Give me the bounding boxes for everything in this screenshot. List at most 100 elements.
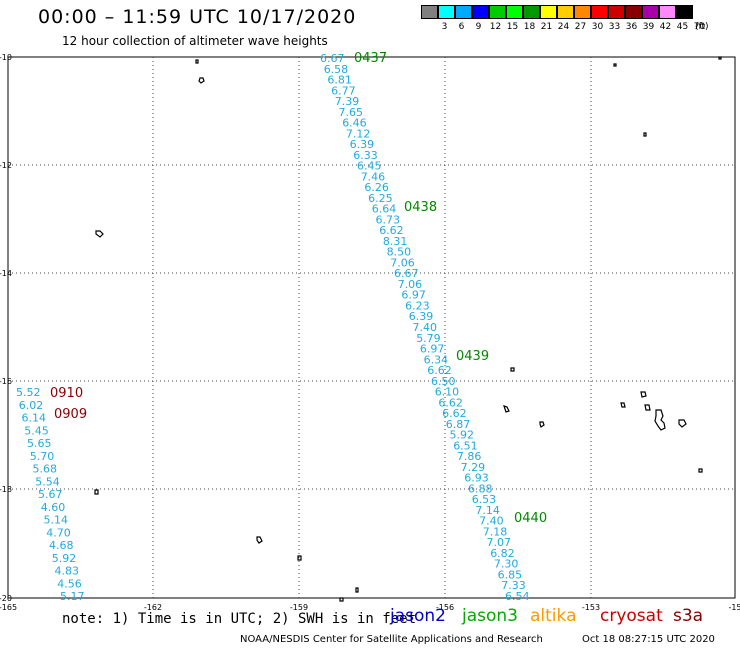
generated-timestamp: Oct 18 08:27:15 UTC 2020: [582, 634, 715, 645]
pass-time-label: 0440: [514, 511, 547, 526]
scale-swatch: [642, 5, 659, 19]
scale-swatch: [625, 5, 642, 19]
swh-value: 6.25: [368, 192, 393, 205]
swh-value: 6.93: [464, 472, 489, 485]
scale-swatch: [557, 5, 574, 19]
scale-swatch: [421, 5, 438, 19]
scale-swatch: [472, 5, 489, 19]
swh-value: 6.26: [364, 181, 389, 194]
scale-swatch: [591, 5, 608, 19]
swh-value: 4.68: [49, 539, 74, 552]
swh-value: 7.39: [335, 95, 360, 108]
swh-value: 6.53: [472, 493, 497, 506]
legend-cryosat: cryosat: [600, 606, 663, 626]
swh-value: 5.67: [38, 488, 63, 501]
swh-value: 6.62: [379, 224, 404, 237]
swh-value: 7.14: [475, 504, 500, 517]
latitude-label: -14: [0, 269, 12, 278]
legend-jason3: jason3: [462, 606, 518, 626]
swh-value: 6.33: [353, 149, 378, 162]
scale-swatch: [523, 5, 540, 19]
scale-unit-label: (ft): [695, 22, 709, 32]
island-outline: [94, 56, 722, 602]
credit-line: NOAA/NESDIS Center for Satellite Applica…: [240, 634, 543, 645]
swh-value: 6.51: [453, 439, 478, 452]
swh-value: 7.33: [501, 579, 526, 592]
swh-value: 6.50: [431, 375, 456, 388]
swh-value: 5.17: [60, 590, 85, 603]
latitude-label: -20: [0, 594, 12, 603]
altimeter-tracks: 6.676.586.816.777.397.656.467.126.396.33…: [16, 51, 547, 603]
legend-s3a: s3a: [673, 606, 704, 626]
swh-value: 7.40: [479, 515, 504, 528]
swh-value: 6.97: [401, 289, 426, 302]
legend-jason2: jason2: [390, 606, 446, 626]
swh-value: 4.60: [41, 501, 66, 514]
swh-value: 6.02: [19, 399, 44, 412]
scale-tick-label: 27: [574, 22, 587, 32]
swh-value: 7.30: [494, 558, 519, 571]
chart-title: 00:00 – 11:59 UTC 10/17/2020: [38, 6, 357, 28]
swh-value: 4.83: [55, 565, 80, 578]
swh-value: 6.82: [490, 547, 515, 560]
swh-value: 5.79: [416, 332, 441, 345]
longitude-label: -15: [728, 603, 740, 612]
scale-tick-label: 36: [625, 22, 638, 32]
latitude-label: -12: [0, 161, 12, 170]
swh-value: 5.14: [44, 514, 69, 527]
pass-time-label: 0437: [354, 51, 387, 66]
latitude-label: -18: [0, 485, 12, 494]
scale-tick-label: 9: [475, 22, 482, 32]
swh-value: 4.70: [46, 526, 71, 539]
swh-value: 7.06: [390, 256, 415, 269]
swh-value: 5.65: [27, 437, 52, 450]
swh-value: 6.97: [420, 343, 445, 356]
scale-swatch: [608, 5, 625, 19]
swh-value: 6.10: [435, 386, 460, 399]
scale-tick-label: 39: [642, 22, 655, 32]
islands: [94, 56, 722, 602]
scale-tick-label: 24: [557, 22, 570, 32]
scale-swatch: [574, 5, 591, 19]
swh-value: 6.87: [446, 418, 471, 431]
swh-value: 6.54: [505, 590, 530, 603]
swh-value: 7.65: [339, 106, 364, 119]
swh-value: 5.92: [52, 552, 77, 565]
swh-value: 5.45: [24, 424, 49, 437]
swh-value: 6.58: [324, 63, 349, 76]
scale-swatch: [489, 5, 506, 19]
scale-swatch: [506, 5, 523, 19]
scale-tick-label: 70: [693, 22, 706, 32]
swh-value: 7.07: [487, 536, 512, 549]
swh-value: 6.39: [409, 310, 434, 323]
swh-value: 7.46: [361, 170, 386, 183]
swh-value: 6.34: [424, 353, 449, 366]
scale-tick-label: 21: [540, 22, 553, 32]
longitude-label: -156: [436, 603, 454, 612]
pass-time-label: 0909: [54, 407, 87, 422]
swh-value: 8.31: [383, 235, 408, 248]
longitude-label: -162: [144, 603, 162, 612]
swh-value: 7.06: [398, 278, 423, 291]
swh-value: 7.18: [483, 525, 508, 538]
swh-value: 6.67: [320, 52, 345, 65]
swh-value: 6.46: [342, 117, 367, 130]
scale-swatch: [455, 5, 472, 19]
footnote: note: 1) Time is in UTC; 2) SWH is in fe…: [62, 611, 417, 627]
swh-value: 6.67: [394, 267, 419, 280]
swh-value: 4.56: [57, 577, 82, 590]
swh-value: 5.52: [16, 386, 41, 399]
legend-altika: altika: [530, 606, 577, 626]
scale-tick-label: 33: [608, 22, 621, 32]
swh-value: 6.62: [438, 396, 463, 409]
swh-value: 6.23: [405, 299, 430, 312]
swh-value: 5.68: [33, 463, 58, 476]
swh-value: 6.85: [498, 568, 522, 581]
swh-value: 6.64: [372, 203, 397, 216]
longitude-label: -165: [0, 603, 17, 612]
swh-value: 6.77: [331, 84, 356, 97]
scale-swatch: [676, 5, 693, 19]
swh-value: 6.14: [22, 412, 47, 425]
swh-value: 6.62: [442, 407, 467, 420]
swh-value: 6.39: [350, 138, 375, 151]
